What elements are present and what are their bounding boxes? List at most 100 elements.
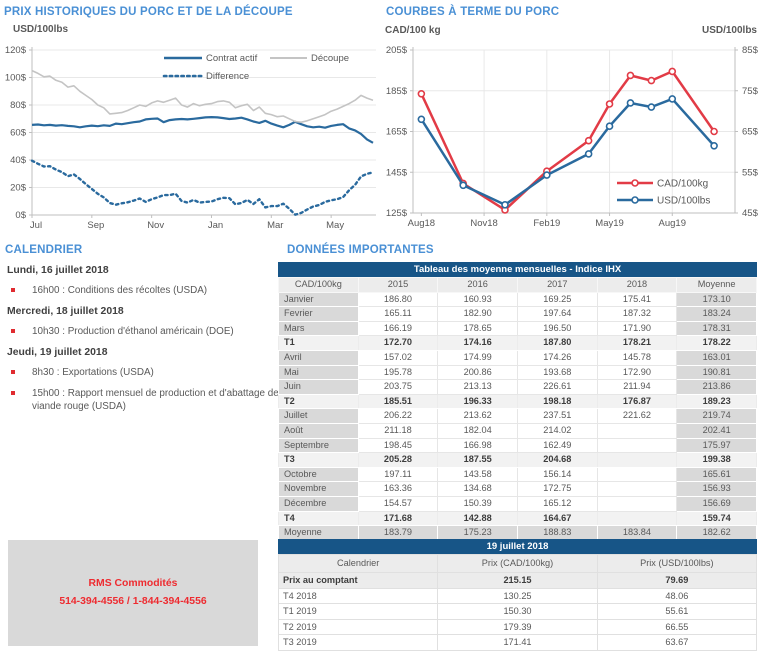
monthly-table-title: Tableau des moyenne mensuelles - Indice … (278, 262, 757, 277)
table-cell: 198.45 (357, 437, 439, 454)
table-cell: 182.04 (437, 422, 518, 439)
rms-contact-box: RMS Commodités 514-394-4556 / 1-844-394-… (8, 540, 258, 646)
column-header: Calendrier (277, 554, 439, 573)
calendar-event: 15h00 : Rapport mensuel de production et… (11, 387, 281, 413)
calendar-event-text: 16h00 : Conditions des récoltes (USDA) (32, 285, 208, 296)
table-cell: 188.83 (516, 525, 598, 541)
svg-text:145$: 145$ (386, 167, 408, 178)
table-cell: 215.15 (437, 572, 598, 589)
calendar-day-heading: Mercredi, 18 juillet 2018 (7, 306, 124, 317)
table-row: T2 185.51 196.33 198.18 176.87 189.23 (278, 393, 757, 410)
table-cell: 186.80 (357, 291, 439, 308)
svg-text:May19: May19 (595, 218, 624, 229)
monthly-averages-table: Tableau des moyenne mensuelles - Indice … (278, 262, 757, 541)
table-cell: 199.38 (676, 452, 757, 468)
svg-text:Nov: Nov (147, 220, 164, 231)
table-cell: 172.75 (516, 481, 598, 497)
calendar-day-heading: Jeudi, 19 juillet 2018 (7, 347, 108, 358)
table-cell: 214.02 (516, 422, 598, 439)
table-cell (596, 510, 678, 527)
table-cell: 219.74 (676, 408, 757, 424)
table-cell: 145.78 (596, 349, 678, 366)
bullet-icon (11, 370, 15, 374)
table-cell: 154.57 (357, 495, 439, 512)
table-cell: 204.68 (516, 452, 598, 468)
table-cell: 182.90 (437, 306, 518, 322)
table-cell: 211.18 (357, 422, 439, 439)
svg-text:45$: 45$ (742, 208, 759, 219)
table-cell: 195.78 (357, 364, 439, 381)
svg-text:CAD/100kg: CAD/100kg (657, 179, 708, 190)
row-label: Mars (278, 320, 359, 337)
table-row: Mai 195.78 200.86 193.68 172.90 190.81 (278, 364, 757, 381)
svg-text:20$: 20$ (10, 183, 27, 194)
table-cell: 237.51 (516, 408, 598, 424)
table-cell: 182.62 (676, 525, 757, 541)
svg-text:Jul: Jul (30, 220, 42, 231)
table-cell: 226.61 (516, 379, 598, 395)
table-row: T1 2019 150.30 55.61 (277, 603, 758, 620)
row-label: Janvier (278, 291, 359, 308)
table-cell: 143.58 (437, 466, 518, 483)
table-cell: 178.22 (676, 335, 757, 351)
table-cell: 165.12 (516, 495, 598, 512)
row-label: T1 (278, 335, 359, 351)
row-label: T3 (278, 452, 359, 468)
svg-text:Nov18: Nov18 (470, 218, 497, 229)
table-cell: 193.68 (516, 364, 598, 381)
table-row: Juin 203.75 213.13 226.61 211.94 213.86 (278, 379, 757, 395)
column-header: Moyenne (676, 277, 757, 293)
table-cell: 165.61 (676, 466, 757, 483)
table-cell: 175.97 (676, 437, 757, 454)
svg-text:60$: 60$ (10, 128, 27, 139)
futures-right-axis-label: USD/100lbs (701, 25, 757, 36)
row-label: T2 (278, 393, 359, 410)
table-cell: 171.90 (596, 320, 678, 337)
series-usd-100lbs (420, 97, 716, 207)
table-cell: 79.69 (596, 572, 758, 589)
svg-text:85$: 85$ (742, 45, 759, 56)
important-data-heading: DONNÉES IMPORTANTES (287, 244, 434, 256)
table-cell: 134.68 (437, 481, 518, 497)
table-cell: 179.39 (437, 618, 598, 636)
calendar-event-text: 8h30 : Exportations (USDA) (32, 367, 154, 378)
table-cell: 164.67 (516, 510, 598, 527)
table-cell: 171.41 (437, 634, 598, 651)
table-cell (596, 495, 678, 512)
table-cell: 187.32 (596, 306, 678, 322)
column-header: 2017 (516, 277, 598, 293)
table-cell: 203.75 (357, 379, 439, 395)
table-cell: 166.98 (437, 437, 518, 454)
row-label: Avril (278, 349, 359, 366)
svg-text:75$: 75$ (742, 86, 759, 97)
svg-text:Feb19: Feb19 (533, 218, 560, 229)
table-cell (596, 466, 678, 483)
svg-text:40$: 40$ (10, 155, 27, 166)
calendar-event-text: 15h00 : Rapport mensuel de production et… (32, 388, 279, 412)
bullet-icon (11, 391, 15, 395)
row-label: Octobre (278, 466, 359, 483)
table-cell (596, 422, 678, 439)
table-cell: 130.25 (437, 587, 598, 605)
calendar-heading: CALENDRIER (5, 244, 83, 256)
svg-text:185$: 185$ (386, 86, 408, 97)
row-label: Juin (278, 379, 359, 395)
table-cell (596, 437, 678, 454)
table-cell: 156.69 (676, 495, 757, 512)
svg-text:USD/100lbs: USD/100lbs (657, 196, 710, 207)
svg-text:65$: 65$ (742, 127, 759, 138)
table-cell: 183.24 (676, 306, 757, 322)
svg-text:100$: 100$ (5, 73, 27, 84)
futures-curve-chart: 125$ 145$ 165$ 185$ 205$ 45$ 55$ 65$ 75$ 85$ Aug18… (386, 45, 759, 229)
historical-axis-unit-label: USD/100lbs (13, 24, 69, 35)
table-cell: 221.62 (596, 408, 678, 424)
daily-table-title: 19 juillet 2018 (278, 539, 757, 554)
table-cell: 142.88 (437, 510, 518, 527)
column-header: 2016 (437, 277, 518, 293)
row-label: T4 2018 (277, 587, 439, 605)
row-label: T1 2019 (277, 603, 439, 620)
table-row: Novembre 163.36 134.68 172.75 156.93 (278, 481, 757, 497)
historical-chart-legend: Contrat actif Découpe Difference (162, 53, 349, 82)
row-label: Juillet (278, 408, 359, 424)
row-label: T4 (278, 510, 359, 527)
